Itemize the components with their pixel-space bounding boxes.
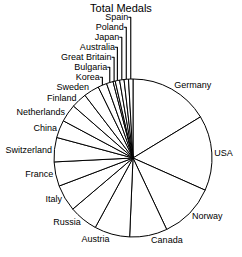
svg-text:France: France [25,169,53,179]
svg-text:Finland: Finland [47,93,77,103]
svg-text:Australia: Australia [80,42,115,52]
svg-text:Great Britain: Great Britain [61,52,112,62]
svg-text:Canada: Canada [151,235,183,245]
svg-text:Germany: Germany [174,80,212,90]
svg-text:Spain: Spain [105,12,128,22]
svg-text:Netherlands: Netherlands [16,107,65,117]
svg-text:Poland: Poland [96,22,124,32]
svg-text:Austria: Austria [81,234,109,244]
svg-text:China: China [34,123,58,133]
svg-text:Russia: Russia [53,217,81,227]
svg-text:Japan: Japan [95,32,120,42]
svg-text:Norway: Norway [192,211,223,221]
svg-text:Total Medals: Total Medals [90,2,152,14]
svg-text:USA: USA [214,148,233,158]
svg-text:Sweden: Sweden [56,82,89,92]
svg-text:Italy: Italy [45,194,62,204]
svg-text:Switzerland: Switzerland [5,145,52,155]
svg-text:Bulgaria: Bulgaria [74,62,107,72]
svg-text:Korea: Korea [76,72,100,82]
